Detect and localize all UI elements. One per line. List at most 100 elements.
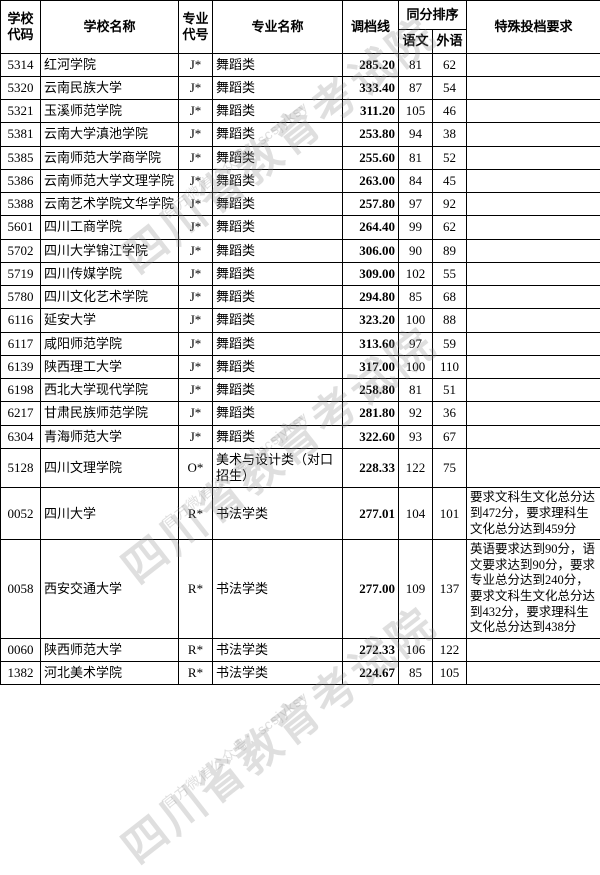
cell-requirement	[467, 123, 600, 146]
cell-score: 272.33	[343, 638, 399, 661]
cell-school-name: 四川文理学院	[41, 448, 179, 488]
cell-school-name: 陕西师范大学	[41, 638, 179, 661]
table-row: 6139陕西理工大学J*舞蹈类317.00100110	[1, 355, 600, 378]
cell-school-code: 5321	[1, 100, 41, 123]
cell-major-name: 舞蹈类	[213, 216, 343, 239]
cell-chinese: 99	[399, 216, 433, 239]
col-school-name: 学校名称	[41, 1, 179, 54]
cell-major-name: 舞蹈类	[213, 332, 343, 355]
cell-requirement: 英语要求达到90分，语文要求达到90分，要求专业总分达到240分，要求文科生文化…	[467, 540, 600, 639]
cell-school-name: 四川大学	[41, 488, 179, 540]
cell-major-code: J*	[179, 239, 213, 262]
cell-chinese: 104	[399, 488, 433, 540]
cell-major-name: 舞蹈类	[213, 53, 343, 76]
table-row: 6116延安大学J*舞蹈类323.2010088	[1, 309, 600, 332]
cell-chinese: 84	[399, 169, 433, 192]
cell-requirement	[467, 379, 600, 402]
cell-chinese: 105	[399, 100, 433, 123]
table-row: 5601四川工商学院J*舞蹈类264.409962	[1, 216, 600, 239]
cell-score: 255.60	[343, 146, 399, 169]
cell-school-name: 陕西理工大学	[41, 355, 179, 378]
cell-chinese: 100	[399, 355, 433, 378]
cell-foreign: 122	[433, 638, 467, 661]
cell-chinese: 85	[399, 662, 433, 685]
table-row: 5381云南大学滇池学院J*舞蹈类253.809438	[1, 123, 600, 146]
col-school-code: 学校代码	[1, 1, 41, 54]
cell-major-code: R*	[179, 488, 213, 540]
cell-score: 323.20	[343, 309, 399, 332]
table-row: 5702四川大学锦江学院J*舞蹈类306.009089	[1, 239, 600, 262]
col-major-code: 专业代号	[179, 1, 213, 54]
cell-major-code: J*	[179, 146, 213, 169]
cell-score: 224.67	[343, 662, 399, 685]
cell-school-name: 河北美术学院	[41, 662, 179, 685]
cell-score: 294.80	[343, 286, 399, 309]
table-row: 6217甘肃民族师范学院J*舞蹈类281.809236	[1, 402, 600, 425]
cell-chinese: 87	[399, 76, 433, 99]
cell-school-code: 5386	[1, 169, 41, 192]
cell-school-code: 5320	[1, 76, 41, 99]
cell-major-code: J*	[179, 309, 213, 332]
cell-major-name: 书法学类	[213, 488, 343, 540]
cell-foreign: 75	[433, 448, 467, 488]
table-row: 5388云南艺术学院文华学院J*舞蹈类257.809792	[1, 193, 600, 216]
cell-school-name: 咸阳师范学院	[41, 332, 179, 355]
cell-score: 333.40	[343, 76, 399, 99]
table-row: 0058西安交通大学R*书法学类277.00109137英语要求达到90分，语文…	[1, 540, 600, 639]
cell-school-name: 四川文化艺术学院	[41, 286, 179, 309]
cell-major-name: 舞蹈类	[213, 100, 343, 123]
cell-school-name: 青海师范大学	[41, 425, 179, 448]
cell-school-code: 6116	[1, 309, 41, 332]
cell-major-code: J*	[179, 286, 213, 309]
table-row: 5386云南师范大学文理学院J*舞蹈类263.008445	[1, 169, 600, 192]
cell-score: 306.00	[343, 239, 399, 262]
cell-major-code: J*	[179, 355, 213, 378]
col-same-score: 同分排序	[399, 1, 467, 30]
cell-major-name: 舞蹈类	[213, 76, 343, 99]
cell-requirement	[467, 169, 600, 192]
cell-major-name: 舞蹈类	[213, 262, 343, 285]
cell-requirement	[467, 332, 600, 355]
cell-score: 281.80	[343, 402, 399, 425]
cell-school-name: 云南民族大学	[41, 76, 179, 99]
cell-major-name: 舞蹈类	[213, 123, 343, 146]
col-score: 调档线	[343, 1, 399, 54]
cell-foreign: 55	[433, 262, 467, 285]
cell-score: 277.01	[343, 488, 399, 540]
cell-school-code: 5128	[1, 448, 41, 488]
cell-school-name: 西安交通大学	[41, 540, 179, 639]
table-row: 6117咸阳师范学院J*舞蹈类313.609759	[1, 332, 600, 355]
cell-school-code: 5702	[1, 239, 41, 262]
cell-major-name: 舞蹈类	[213, 169, 343, 192]
cell-foreign: 38	[433, 123, 467, 146]
cell-chinese: 90	[399, 239, 433, 262]
cell-major-name: 舞蹈类	[213, 286, 343, 309]
cell-score: 322.60	[343, 425, 399, 448]
cell-school-code: 0058	[1, 540, 41, 639]
cell-requirement	[467, 448, 600, 488]
table-row: 1382河北美术学院R*书法学类224.6785105	[1, 662, 600, 685]
cell-school-code: 5385	[1, 146, 41, 169]
cell-school-code: 5780	[1, 286, 41, 309]
cell-school-name: 云南师范大学商学院	[41, 146, 179, 169]
cell-chinese: 81	[399, 53, 433, 76]
cell-requirement	[467, 76, 600, 99]
cell-score: 277.00	[343, 540, 399, 639]
cell-school-name: 云南艺术学院文华学院	[41, 193, 179, 216]
table-row: 5780四川文化艺术学院J*舞蹈类294.808568	[1, 286, 600, 309]
cell-school-code: 6117	[1, 332, 41, 355]
cell-major-name: 书法学类	[213, 662, 343, 685]
cell-foreign: 89	[433, 239, 467, 262]
cell-foreign: 67	[433, 425, 467, 448]
cell-foreign: 45	[433, 169, 467, 192]
col-foreign: 外语	[433, 30, 467, 53]
cell-school-code: 6217	[1, 402, 41, 425]
cell-major-code: J*	[179, 123, 213, 146]
table-row: 5314红河学院J*舞蹈类285.208162	[1, 53, 600, 76]
cell-foreign: 101	[433, 488, 467, 540]
cell-requirement	[467, 216, 600, 239]
cell-foreign: 88	[433, 309, 467, 332]
cell-major-code: J*	[179, 332, 213, 355]
table-row: 0060陕西师范大学R*书法学类272.33106122	[1, 638, 600, 661]
cell-major-code: J*	[179, 100, 213, 123]
